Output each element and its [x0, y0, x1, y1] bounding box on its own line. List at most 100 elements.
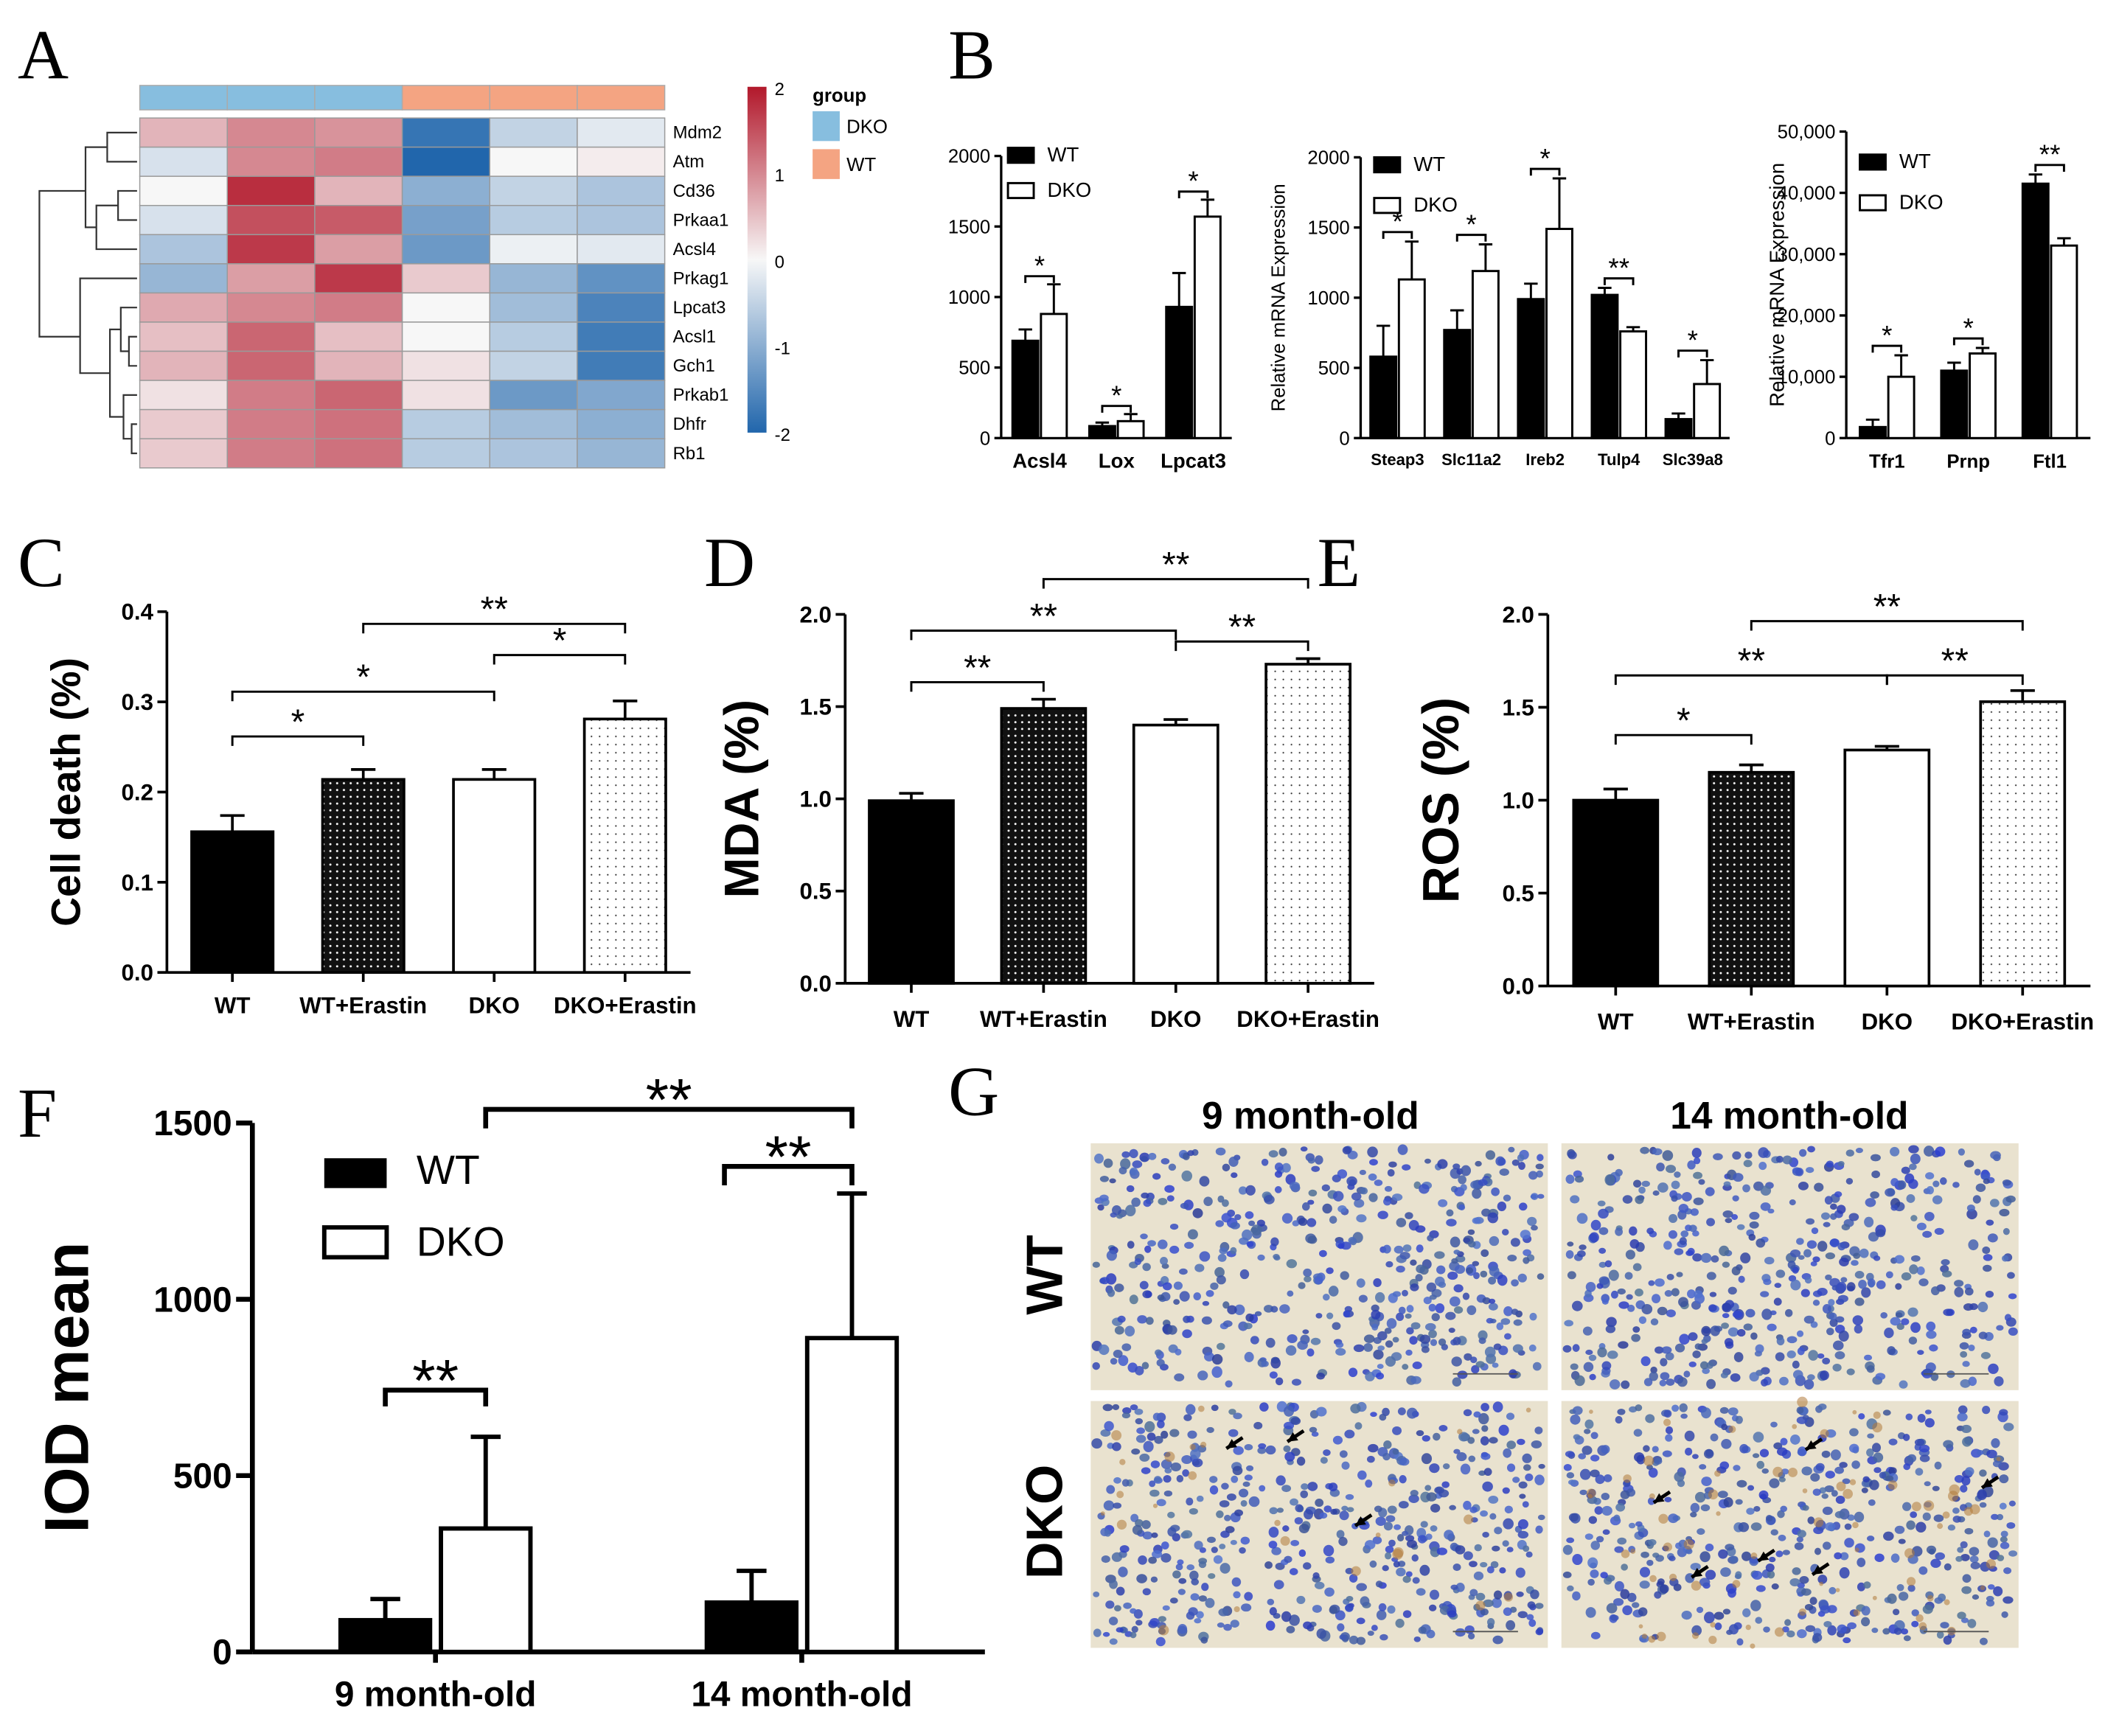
positive-stain [1750, 1552, 1758, 1559]
bar-dko [1471, 270, 1500, 439]
nucleus [1883, 1531, 1894, 1541]
nucleus [1428, 1329, 1437, 1339]
nucleus [1426, 1282, 1437, 1292]
nucleus [1402, 1289, 1408, 1297]
nucleus [1825, 1252, 1835, 1260]
nucleus [1955, 1555, 1963, 1562]
nucleus [1189, 1570, 1199, 1580]
nucleus [1498, 1424, 1509, 1436]
nucleus [1407, 1407, 1418, 1419]
nucleus [1674, 1343, 1685, 1353]
nucleus [1632, 1326, 1640, 1333]
nucleus [1618, 1301, 1629, 1309]
nucleus [1786, 1350, 1796, 1359]
nucleus [1564, 1320, 1573, 1327]
y-tick-label: 0 [980, 428, 990, 449]
nucleus [1901, 1272, 1912, 1281]
heatmap-cell [314, 234, 403, 265]
nucleus [1615, 1227, 1623, 1236]
nucleus [1451, 1258, 1458, 1264]
bar-dko [1619, 330, 1648, 439]
bar-wt [1664, 418, 1693, 439]
comparison-bracket [483, 1106, 855, 1129]
nucleus [1819, 1370, 1829, 1381]
nucleus [1281, 1485, 1292, 1493]
nucleus [1527, 1601, 1536, 1609]
nucleus [1719, 1406, 1729, 1414]
nucleus [1671, 1195, 1678, 1202]
nucleus [1631, 1334, 1640, 1342]
heatmap-cell [139, 350, 228, 381]
nucleus [1522, 1453, 1532, 1463]
nucleus [1441, 1481, 1450, 1488]
bar-dko [1887, 375, 1916, 439]
nucleus [1758, 1490, 1769, 1500]
nucleus [1600, 1572, 1608, 1579]
nucleus [1468, 1240, 1476, 1248]
nucleus [1743, 1323, 1753, 1331]
nucleus [1492, 1597, 1502, 1608]
nucleus [1269, 1371, 1278, 1379]
nucleus [1922, 1604, 1933, 1614]
nucleus [1810, 1261, 1817, 1266]
nucleus [1131, 1448, 1141, 1455]
nucleus [1691, 1148, 1702, 1159]
nucleus [1750, 1332, 1758, 1340]
nucleus [1342, 1146, 1351, 1155]
nucleus [1943, 1440, 1954, 1449]
nucleus [1964, 1527, 1974, 1535]
nucleus [1339, 1634, 1347, 1640]
nucleus [1817, 1241, 1828, 1252]
nucleus [1699, 1551, 1711, 1563]
nucleus [1207, 1536, 1216, 1544]
nucleus [1652, 1148, 1663, 1156]
nucleus [1701, 1325, 1711, 1336]
nucleus [1303, 1268, 1312, 1277]
nucleus [1323, 1449, 1331, 1457]
nucleus [1298, 1549, 1306, 1558]
nucleus [1693, 1197, 1704, 1205]
positive-stain [1200, 1441, 1207, 1448]
nucleus [1385, 1340, 1393, 1348]
nucleus [1979, 1637, 1988, 1645]
nucleus [1242, 1481, 1250, 1488]
nucleus [1807, 1516, 1815, 1524]
nucleus [1940, 1622, 1949, 1629]
nucleus [1328, 1482, 1338, 1492]
nucleus [1597, 1200, 1606, 1207]
nucleus [1478, 1470, 1486, 1477]
nucleus [1676, 1272, 1683, 1277]
bar-dko [1545, 228, 1573, 439]
positive-stain [1691, 1580, 1702, 1591]
nucleus [1271, 1547, 1281, 1555]
nucleus [1436, 1265, 1446, 1275]
nucleus [1405, 1212, 1413, 1220]
nucleus [1371, 1309, 1381, 1320]
positive-stain [1388, 1479, 1396, 1487]
nucleus [1698, 1179, 1705, 1185]
nucleus [1442, 1463, 1450, 1470]
comparison-bracket [231, 735, 365, 746]
nucleus [1666, 1378, 1675, 1387]
bar-dko [2050, 244, 2078, 439]
nucleus [1618, 1341, 1629, 1349]
nucleus [1528, 1171, 1538, 1180]
nucleus [1129, 1294, 1138, 1305]
nucleus [1222, 1320, 1233, 1328]
significance-bracket [1101, 405, 1132, 413]
positive-stain [1792, 1423, 1798, 1429]
nucleus [1873, 1452, 1884, 1463]
nucleus [1655, 1346, 1664, 1354]
nucleus [1746, 1507, 1755, 1515]
nucleus [1537, 1154, 1544, 1162]
nucleus [1885, 1188, 1896, 1197]
positive-stain [1638, 1624, 1643, 1629]
nucleus [1861, 1287, 1871, 1298]
nucleus [1671, 1288, 1680, 1297]
nucleus [1797, 1347, 1805, 1356]
nucleus [1438, 1425, 1448, 1432]
positive-stain [1942, 1511, 1950, 1519]
nucleus [1969, 1547, 1980, 1556]
positive-stain [1813, 1517, 1824, 1527]
